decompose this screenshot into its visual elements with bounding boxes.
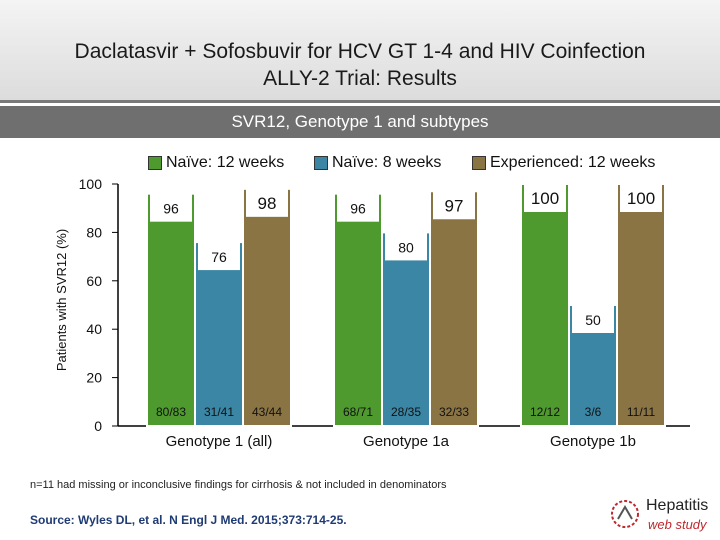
data-label: 98 bbox=[258, 194, 277, 213]
logo-text-web-study: web study bbox=[648, 517, 707, 532]
source-citation: Source: Wyles DL, et al. N Engl J Med. 2… bbox=[30, 513, 347, 527]
data-label: 100 bbox=[531, 189, 559, 208]
title-line-2: ALLY-2 Trial: Results bbox=[263, 67, 457, 90]
y-tick-label: 40 bbox=[86, 321, 102, 337]
data-label-box bbox=[433, 191, 475, 220]
bar bbox=[194, 241, 244, 427]
fraction-label: 3/6 bbox=[585, 405, 602, 419]
legend-label-naive-8: Naïve: 8 weeks bbox=[332, 154, 442, 171]
data-label: 76 bbox=[211, 249, 227, 265]
data-label-box bbox=[150, 193, 192, 222]
y-tick-label: 0 bbox=[94, 418, 102, 434]
bar bbox=[429, 190, 479, 427]
y-tick-label: 100 bbox=[79, 176, 103, 192]
legend-swatch-naive-8 bbox=[314, 156, 328, 170]
data-label-box bbox=[198, 242, 240, 271]
logo-text-hepatitis: Hepatitis bbox=[646, 497, 709, 514]
data-label: 96 bbox=[350, 201, 366, 217]
bar bbox=[146, 192, 196, 427]
header-band bbox=[0, 0, 720, 100]
x-category-label: Genotype 1b bbox=[550, 433, 636, 450]
chart-subtitle: SVR12, Genotype 1 and subtypes bbox=[231, 112, 489, 131]
legend-swatch-naive-12 bbox=[148, 156, 162, 170]
hepatitis-web-study-logo: Hepatitis web study bbox=[610, 497, 716, 537]
y-tick-label: 60 bbox=[86, 273, 102, 289]
fraction-label: 11/11 bbox=[627, 405, 656, 419]
bar bbox=[242, 187, 292, 427]
bar-chart: Patients with SVR12 (%) 0 20 40 60 80 100 96 8… bbox=[54, 176, 690, 450]
bar bbox=[381, 231, 431, 427]
data-label: 96 bbox=[163, 201, 179, 217]
header-divider bbox=[0, 100, 720, 103]
fraction-label: 80/83 bbox=[156, 405, 186, 419]
legend-label-naive-12: Naïve: 12 weeks bbox=[166, 154, 285, 171]
y-tick-label: 80 bbox=[86, 224, 102, 240]
y-tick-label: 20 bbox=[86, 370, 102, 386]
data-label-box bbox=[572, 305, 614, 333]
data-label: 97 bbox=[445, 196, 464, 215]
fraction-label: 28/35 bbox=[391, 405, 421, 419]
y-axis-label: Patients with SVR12 (%) bbox=[54, 229, 69, 371]
bar bbox=[333, 192, 383, 427]
fraction-label: 43/44 bbox=[252, 405, 282, 419]
bar bbox=[520, 183, 570, 427]
data-label-box bbox=[620, 184, 662, 212]
logo-mark-icon bbox=[611, 500, 639, 528]
slide-title: Daclatasvir + Sofosbuvir for HCV GT 1-4 … bbox=[0, 38, 720, 92]
data-label-box bbox=[337, 193, 379, 222]
legend-item-naive-12: Naïve: 12 weeks bbox=[148, 154, 284, 172]
data-label: 80 bbox=[398, 239, 414, 255]
title-line-1: Daclatasvir + Sofosbuvir for HCV GT 1-4 … bbox=[74, 40, 646, 63]
data-label-box bbox=[524, 184, 566, 212]
fraction-label: 31/41 bbox=[204, 405, 234, 419]
data-label-box bbox=[385, 232, 427, 261]
data-label: 100 bbox=[627, 189, 655, 208]
legend-swatch-experienced-12 bbox=[472, 156, 486, 170]
footnote: n=11 had missing or inconclusive finding… bbox=[30, 479, 447, 491]
fraction-label: 12/12 bbox=[530, 405, 560, 419]
subtitle-bar bbox=[0, 106, 720, 138]
legend-label-experienced-12: Experienced: 12 weeks bbox=[490, 154, 656, 171]
bar bbox=[616, 183, 666, 427]
x-category-label: Genotype 1 (all) bbox=[166, 433, 273, 450]
fraction-label: 68/71 bbox=[343, 405, 373, 419]
x-category-label: Genotype 1a bbox=[363, 433, 450, 450]
fraction-label: 32/33 bbox=[439, 405, 469, 419]
data-label-box bbox=[246, 188, 288, 217]
legend-item-experienced-12: Experienced: 12 weeks bbox=[472, 154, 655, 172]
legend-item-naive-8: Naïve: 8 weeks bbox=[314, 154, 441, 172]
data-label: 50 bbox=[585, 312, 601, 328]
